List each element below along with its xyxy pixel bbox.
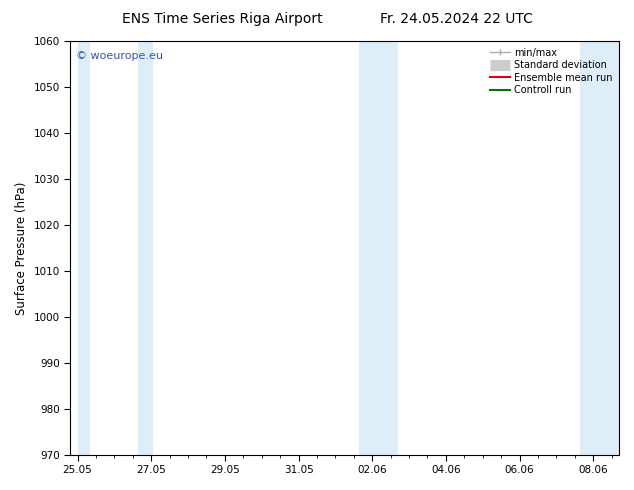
Text: © woeurope.eu: © woeurope.eu	[75, 51, 163, 61]
Bar	[359, 41, 398, 455]
Y-axis label: Surface Pressure (hPa): Surface Pressure (hPa)	[15, 181, 28, 315]
Bar	[77, 41, 91, 455]
Bar	[138, 41, 153, 455]
Text: ENS Time Series Riga Airport: ENS Time Series Riga Airport	[122, 12, 322, 26]
Bar	[580, 41, 619, 455]
Text: Fr. 24.05.2024 22 UTC: Fr. 24.05.2024 22 UTC	[380, 12, 533, 26]
Legend: min/max, Standard deviation, Ensemble mean run, Controll run: min/max, Standard deviation, Ensemble me…	[486, 44, 616, 99]
